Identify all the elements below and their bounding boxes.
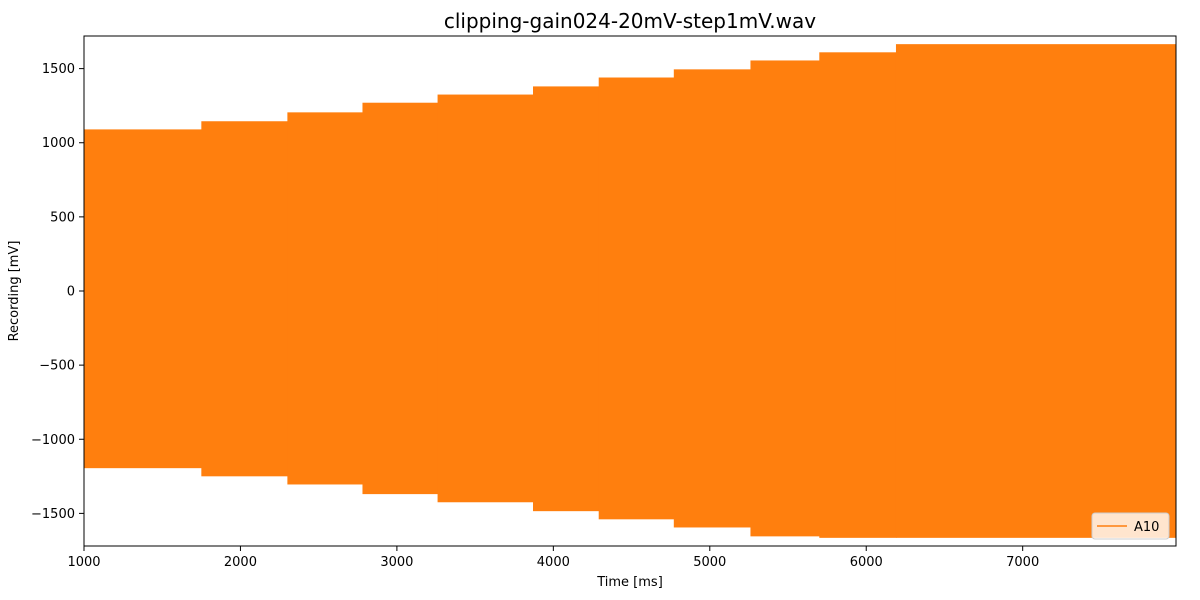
y-tick-label--1000: −1000	[31, 433, 75, 448]
series-a10-segment-2	[201, 121, 288, 477]
y-tick-label--500: −500	[39, 359, 75, 374]
y-axis-label: Recording [mV]	[7, 241, 22, 342]
y-tick-label-1000: 1000	[42, 136, 75, 151]
legend-box	[1091, 512, 1170, 540]
x-tick-label-6000: 6000	[850, 555, 883, 570]
x-tick-label-3000: 3000	[380, 555, 413, 570]
series-a10-segment-10	[819, 52, 897, 538]
series-a10-segment-7	[598, 77, 675, 520]
series-a10-segment-1	[84, 129, 202, 469]
legend: A10	[1091, 512, 1170, 540]
series-a10-segment-5	[437, 94, 534, 503]
series-a10-segment-4	[362, 102, 439, 495]
series-a10-segment-8	[673, 69, 751, 528]
legend-label-a10: A10	[1134, 520, 1159, 535]
series-a10-segment-3	[287, 112, 363, 485]
x-tick-label-1000: 1000	[67, 555, 100, 570]
x-tick-label-5000: 5000	[693, 555, 726, 570]
series-a10-segment-11	[895, 44, 1177, 538]
x-tick-label-2000: 2000	[224, 555, 257, 570]
plot-area	[84, 44, 1177, 538]
y-tick-label-1500: 1500	[42, 62, 75, 77]
x-tick-label-7000: 7000	[1006, 555, 1039, 570]
plot-frame	[83, 35, 1177, 547]
y-tick-label--1500: −1500	[31, 507, 75, 522]
y-tick-label-0: 0	[67, 285, 75, 300]
y-tick-label-500: 500	[50, 210, 75, 225]
x-axis-label: Time [ms]	[596, 575, 663, 590]
x-tick-label-4000: 4000	[537, 555, 570, 570]
y-axis-ticks: −1500 −1000 −500 0 500 1000 1500	[31, 62, 84, 522]
series-a10-segment-9	[750, 60, 820, 537]
chart-title: clipping-gain024-20mV-step1mV.wav	[444, 9, 816, 33]
x-axis-ticks: 1000 2000 3000 4000 5000 6000 7000	[67, 546, 1039, 570]
series-a10-segment-6	[533, 86, 600, 512]
